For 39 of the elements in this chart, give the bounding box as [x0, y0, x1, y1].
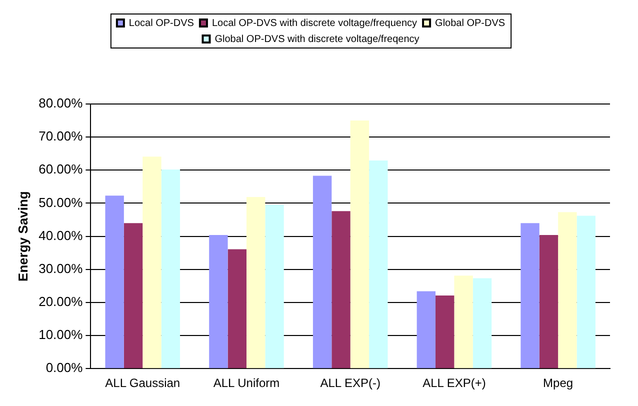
y-axis-title: Energy Saving — [15, 191, 30, 282]
bar — [124, 223, 143, 368]
bar — [436, 296, 454, 368]
bar — [454, 276, 473, 368]
bar — [265, 204, 284, 368]
bar — [246, 196, 266, 368]
bar — [105, 196, 124, 368]
y-tick-label: 80.00% — [38, 96, 84, 111]
bar — [520, 223, 540, 368]
bar — [472, 278, 492, 368]
legend-label: Local OP-DVS with discrete voltage/frequency — [212, 18, 418, 29]
bar — [350, 120, 370, 368]
x-tick-label: ALL Gaussian — [105, 376, 180, 390]
x-tick-label: ALL EXP(+) — [422, 376, 486, 390]
y-tick-label: 60.00% — [38, 162, 84, 177]
y-tick-label: 20.00% — [38, 294, 84, 310]
bar — [209, 234, 228, 368]
legend-label: Global OP-DVS with discrete voltage/freqency — [214, 34, 420, 45]
bar — [416, 291, 436, 368]
x-tick-label: ALL Uniform — [213, 376, 280, 390]
legend-label: Global OP-DVS — [435, 18, 506, 29]
bar — [576, 216, 596, 368]
bar — [312, 176, 332, 368]
bar — [558, 212, 577, 368]
x-tick-label: ALL EXP(-) — [320, 376, 380, 390]
legend-label: Local OP-DVS — [128, 18, 194, 29]
y-tick-label: 10.00% — [38, 327, 84, 342]
y-tick-label: 50.00% — [38, 194, 84, 210]
y-tick-label: 30.00% — [38, 260, 84, 276]
y-tick-label: 0.00% — [46, 360, 84, 376]
y-tick-label: 40.00% — [38, 228, 84, 243]
bar — [228, 249, 246, 368]
bar — [332, 211, 350, 368]
bar — [161, 169, 180, 368]
bar — [539, 234, 558, 368]
bar — [142, 156, 162, 368]
x-tick-label: Mpeg — [543, 376, 574, 390]
y-tick-label: 70.00% — [38, 128, 84, 144]
bar — [369, 160, 388, 368]
